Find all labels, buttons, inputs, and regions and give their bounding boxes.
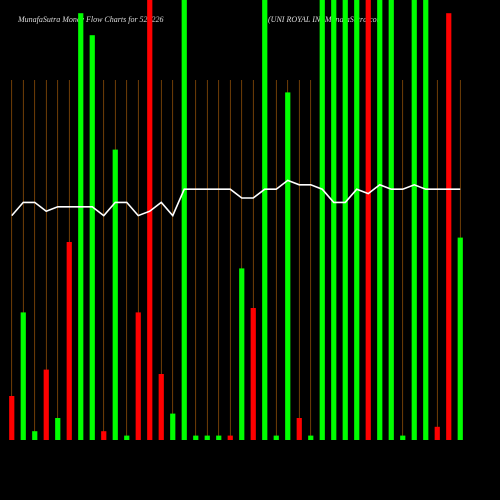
bar: [354, 0, 360, 440]
flow-line: [11, 179, 461, 218]
bar: [377, 0, 383, 440]
bar: [135, 312, 141, 440]
bar: [147, 0, 153, 440]
bar: [365, 0, 371, 440]
bar: [78, 13, 84, 440]
bar: [331, 0, 337, 440]
bar: [216, 435, 222, 440]
bar: [273, 435, 279, 440]
bar: [342, 0, 348, 440]
bar: [262, 0, 268, 440]
bar: [66, 242, 72, 440]
bar: [124, 435, 130, 440]
bar: [250, 308, 256, 440]
bar: [55, 418, 61, 440]
bar: [181, 0, 187, 440]
bar: [193, 435, 199, 440]
bar: [227, 435, 233, 440]
bar: [158, 374, 164, 440]
bar: [204, 435, 210, 440]
bar: [296, 418, 302, 440]
bar: [9, 396, 15, 440]
bar: [446, 13, 452, 440]
bar: [400, 435, 406, 440]
bar: [170, 413, 176, 440]
bar: [43, 369, 49, 440]
bar: [112, 149, 118, 440]
bar: [423, 0, 429, 440]
bar: [32, 431, 38, 440]
chart-title: MunafaSutra Money Flow Charts for 521226: [17, 15, 164, 24]
bar: [319, 0, 325, 440]
bar: [388, 0, 394, 440]
bar: [457, 237, 463, 440]
bar: [20, 312, 26, 440]
bar: [285, 92, 291, 441]
bar: [239, 268, 245, 440]
chart-subtitle: (UNI ROYAL IN) MunafaSutra.com: [268, 15, 383, 24]
bar: [434, 426, 440, 440]
bar: [101, 431, 107, 440]
bar: [308, 435, 314, 440]
bar: [89, 35, 95, 440]
bar: [411, 0, 417, 440]
